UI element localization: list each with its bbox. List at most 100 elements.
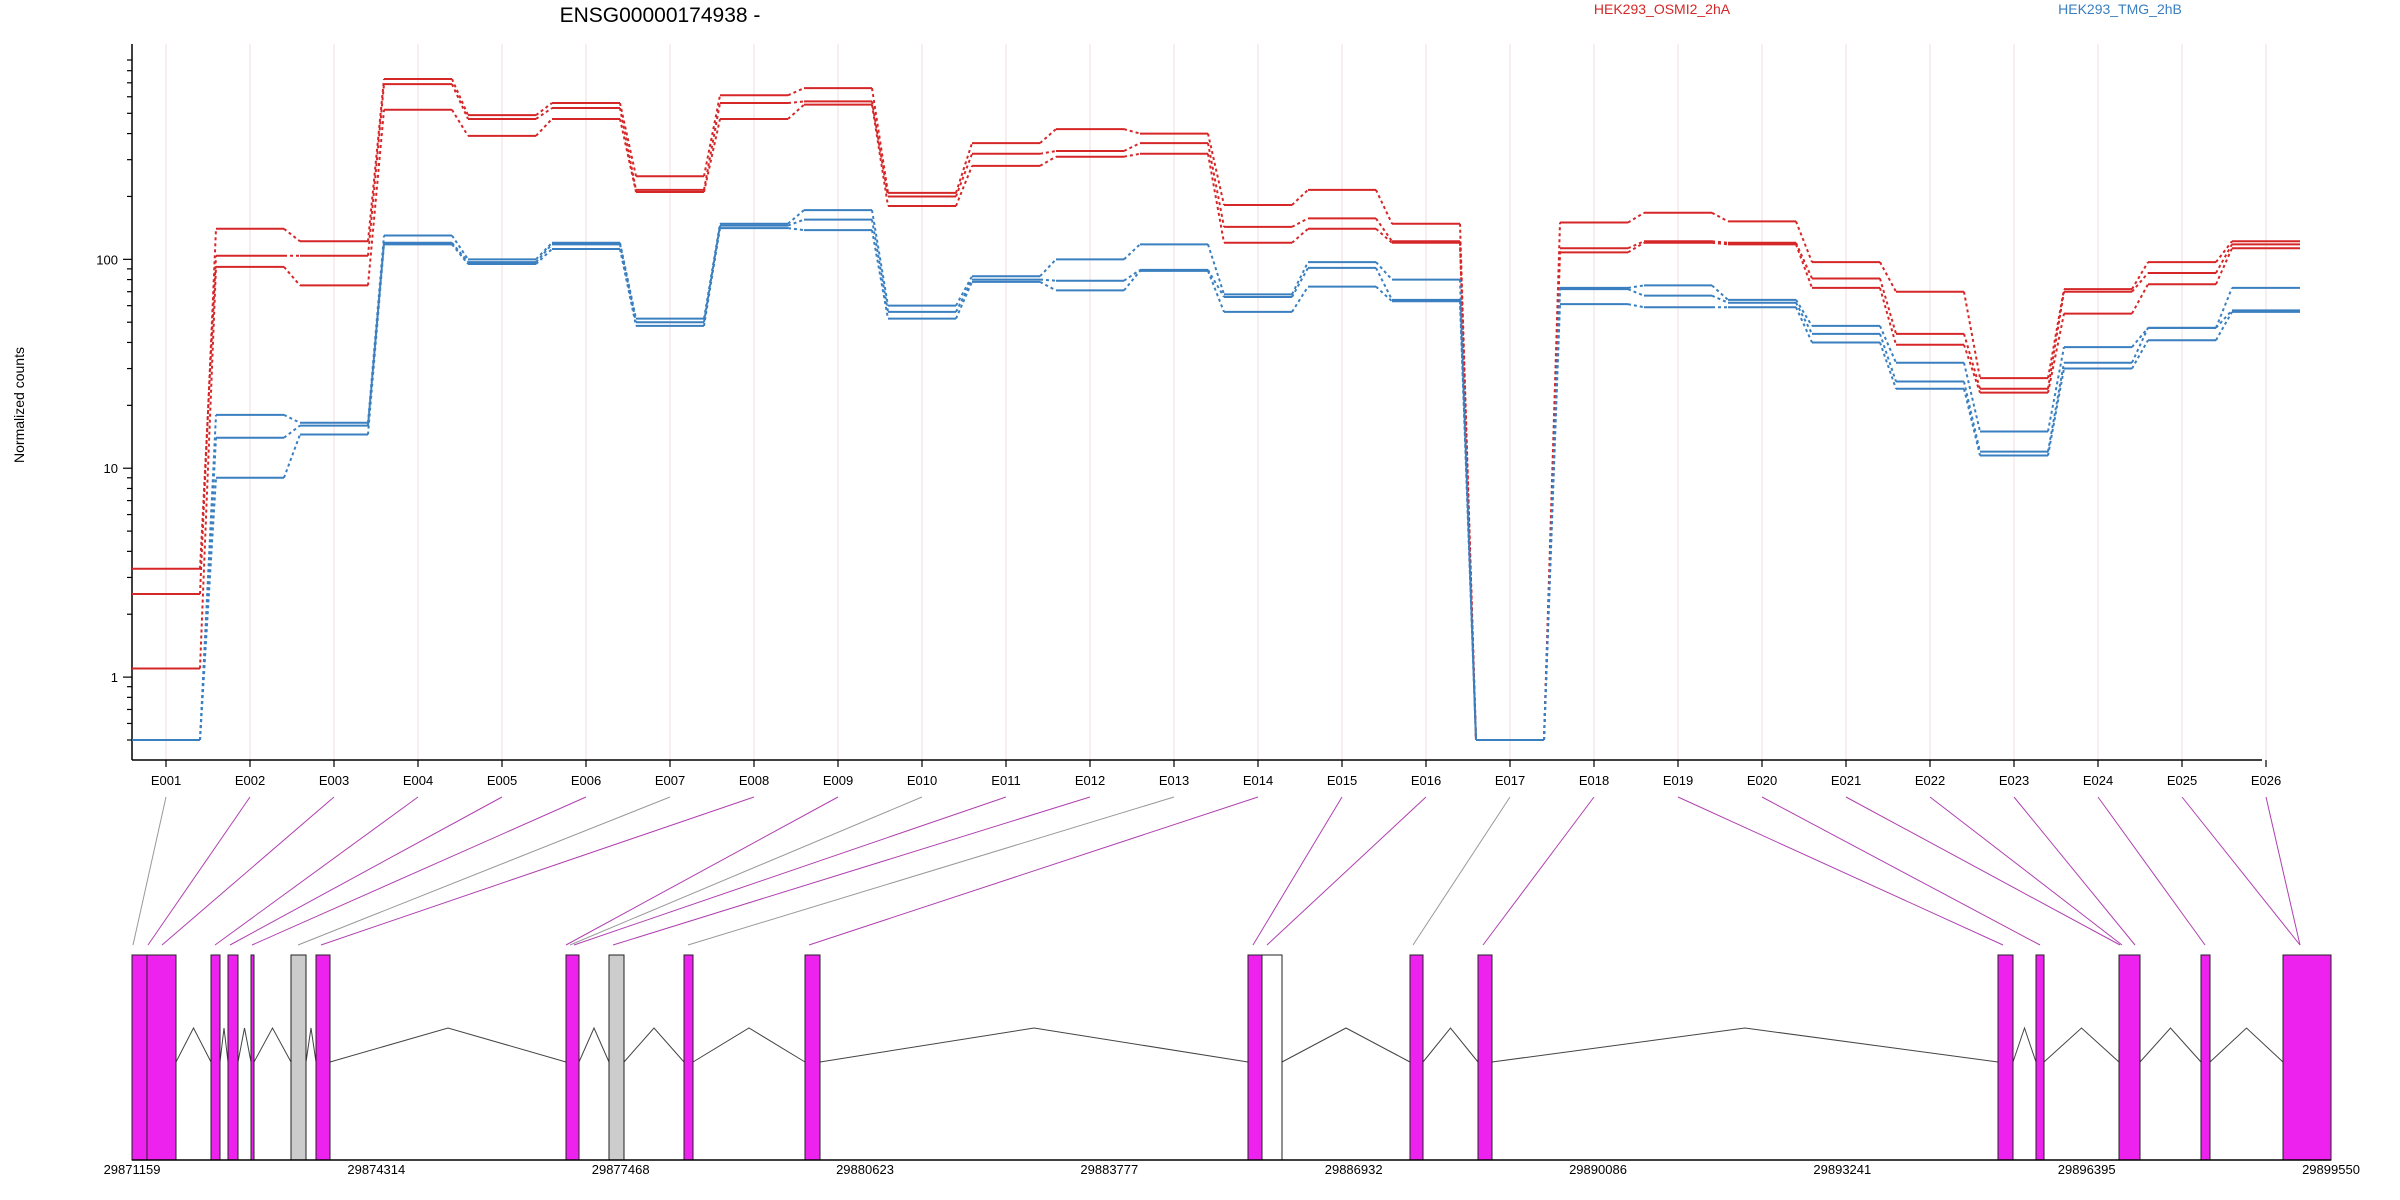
exon-connector xyxy=(565,796,839,946)
transition-segment xyxy=(1375,261,1393,281)
transition-segment xyxy=(535,242,553,261)
exon-block xyxy=(290,954,307,1161)
transition-segment xyxy=(1291,286,1309,313)
x-tick-label-e017: E017 xyxy=(1495,773,1525,788)
transition-segment xyxy=(199,266,217,669)
transition-segment xyxy=(1627,211,1645,224)
x-tick-label-e008: E008 xyxy=(739,773,769,788)
x-tick-label-e018: E018 xyxy=(1579,773,1609,788)
exon-connector xyxy=(687,796,1175,946)
vertical-gridlines xyxy=(165,44,2267,760)
intron-lines xyxy=(175,1026,2284,1063)
transition-segment xyxy=(871,87,889,194)
transition-segment xyxy=(1795,243,1813,289)
legend-label-osmi2: HEK293_OSMI2_2hA xyxy=(1594,1,1731,17)
transition-segment xyxy=(1459,301,1477,741)
exon-block xyxy=(804,954,821,1161)
transition-segment xyxy=(1627,284,1645,289)
transition-segment xyxy=(619,102,637,177)
exon-block xyxy=(1261,954,1283,1161)
exon-connector xyxy=(1412,796,1511,946)
transition-segment xyxy=(1039,128,1057,144)
transition-segment xyxy=(2131,261,2149,290)
transition-segment xyxy=(1039,258,1057,277)
exon-block xyxy=(2118,954,2141,1161)
y-tick-label: 10 xyxy=(104,461,118,476)
transition-segment xyxy=(451,234,469,260)
transition-segment xyxy=(2047,291,2065,389)
exon-connector xyxy=(161,796,335,946)
transition-segment xyxy=(955,142,973,194)
transition-segment xyxy=(871,229,889,319)
intron-line xyxy=(329,1027,567,1063)
x-tick-label-e024: E024 xyxy=(2083,773,2113,788)
series-line-5 xyxy=(132,218,2300,741)
exon-connector xyxy=(214,796,419,946)
exon-connector xyxy=(1482,796,1595,946)
exon-block xyxy=(227,954,239,1161)
x-tick-label-e009: E009 xyxy=(823,773,853,788)
x-tick-label-e016: E016 xyxy=(1411,773,1441,788)
transition-segment xyxy=(787,87,805,97)
transition-segment xyxy=(1039,155,1057,167)
exon-connector xyxy=(297,796,671,946)
transition-segment xyxy=(1711,284,1729,301)
transition-segment xyxy=(787,227,805,232)
transition-segment xyxy=(1711,240,1729,244)
transition-segment xyxy=(1291,267,1309,298)
exon-block xyxy=(1247,954,1263,1161)
transition-segment xyxy=(2131,327,2149,348)
transition-segment xyxy=(1291,189,1309,206)
transition-segment xyxy=(1123,243,1141,261)
transition-segment xyxy=(1207,269,1225,298)
series-lines xyxy=(132,77,2300,741)
exon-connector-lines xyxy=(132,796,2301,946)
genomic-coordinate-label: 29896395 xyxy=(2058,1162,2116,1177)
transition-segment xyxy=(2131,272,2149,293)
x-tick-label-e022: E022 xyxy=(1915,773,1945,788)
intron-line xyxy=(1281,1027,1411,1063)
exon-block xyxy=(210,954,221,1161)
exon-block xyxy=(2035,954,2045,1161)
exon-connector xyxy=(1845,796,2121,946)
x-tick-label-e026: E026 xyxy=(2251,773,2281,788)
exon-connector xyxy=(251,796,587,946)
x-tick-label-e015: E015 xyxy=(1327,773,1357,788)
transition-segment xyxy=(367,78,385,242)
genomic-coordinate-label: 29871159 xyxy=(104,1162,161,1177)
series-line-3 xyxy=(132,103,2300,741)
transition-segment xyxy=(1963,291,1981,379)
transition-segment xyxy=(1711,241,1729,246)
x-tick-label-e014: E014 xyxy=(1243,773,1273,788)
intron-line xyxy=(219,1027,229,1063)
transition-segment xyxy=(1375,285,1393,302)
exon-connector xyxy=(1677,796,2004,946)
transition-segment xyxy=(451,109,469,137)
exon-connector xyxy=(229,796,503,946)
intron-line xyxy=(1422,1027,1479,1063)
transition-segment xyxy=(1039,278,1057,282)
transition-segment xyxy=(1627,303,1645,309)
transition-segment xyxy=(1123,142,1141,152)
exon-connector xyxy=(569,796,923,946)
transition-segment xyxy=(1207,270,1225,313)
exon-block xyxy=(2200,954,2211,1161)
transition-segment xyxy=(703,225,721,323)
exon-connector xyxy=(808,796,1259,946)
transition-segment xyxy=(703,95,721,177)
transition-segment xyxy=(1207,142,1225,228)
exon-block xyxy=(683,954,694,1161)
transition-segment xyxy=(955,279,973,313)
transition-segment xyxy=(871,219,889,313)
x-tick-label-e025: E025 xyxy=(2167,773,2197,788)
transition-segment xyxy=(2131,283,2149,315)
transition-segment xyxy=(703,102,721,191)
transition-segment xyxy=(451,78,469,116)
transition-segment xyxy=(1795,306,1813,343)
intron-line xyxy=(1491,1027,1999,1063)
transition-segment xyxy=(1123,270,1141,292)
genomic-coordinate-label: 29880623 xyxy=(836,1162,894,1177)
genomic-coordinate-label: 29893241 xyxy=(1813,1162,1871,1177)
transition-segment xyxy=(1795,299,1813,327)
transition-segment xyxy=(2215,309,2233,329)
